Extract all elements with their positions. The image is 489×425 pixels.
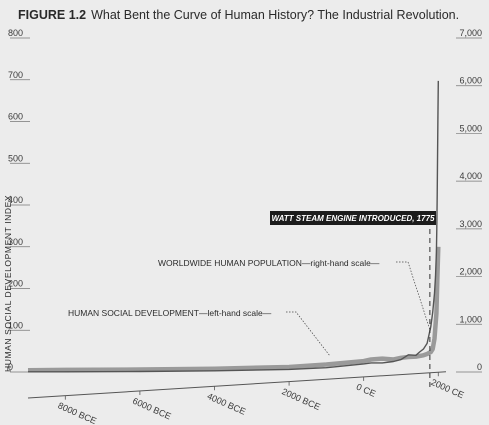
social-annotation: HUMAN SOCIAL DEVELOPMENT—left-hand scale… [68,308,272,318]
series-group [27,80,441,373]
y-right-tick-label: 7,000 [459,28,482,38]
y-right-tick-label: 0 [477,362,482,372]
series-population-line [28,80,439,373]
social-leader-line [286,311,331,357]
watt-callout-text: WATT STEAM ENGINE INTRODUCED, 1775 [272,214,436,223]
x-tick-label: 0 CE [355,382,377,399]
x-tick-label: 2000 BCE [280,386,322,412]
y-right-tick-label: 2,000 [459,267,482,277]
y-left-tick-label: 600 [8,112,23,122]
figure-title: What Bent the Curve of Human History? Th… [91,8,460,22]
y-right-tick-label: 4,000 [459,171,482,181]
y-right-tick-label: 3,000 [459,219,482,229]
y-left-tick-label: 700 [8,70,23,80]
y-right-tick-label: 6,000 [459,76,482,86]
population-leader-line [396,261,431,331]
chart-title: FIGURE 1.2 What Bent the Curve of Human H… [18,8,478,22]
y-left-tick-label: 800 [8,28,23,38]
x-tick-label: 2000 CE [429,377,465,400]
population-annotation: WORLDWIDE HUMAN POPULATION—right-hand sc… [158,258,380,268]
x-axis-baseline [27,371,447,399]
x-tick-label: 6000 BCE [131,396,173,422]
annotation-group: WATT STEAM ENGINE INTRODUCED, 1775 WORLDW… [68,211,436,391]
series-social-development-line [27,246,441,373]
x-tick-label: 8000 BCE [56,400,98,425]
y-left-tick-label: 200 [8,279,23,289]
y-left-tick-label: 300 [8,237,23,247]
y-left-tick-label: 0 [8,362,13,372]
y-left-tick-label: 500 [8,153,23,163]
watt-callout-box [270,211,436,225]
y-right-tick-label: 1,000 [459,314,482,324]
y-left-tick-label: 100 [8,320,23,330]
x-tick-label: 4000 BCE [206,391,248,417]
y-left-tick-label: 400 [8,195,23,205]
figure-label: FIGURE 1.2 [18,8,87,22]
axes-group: 0 100 200 300 400 500 600 700 800 0 1,000 2,000 3,00… [3,28,482,425]
y-right-tick-label: 5,000 [459,123,482,133]
y-axis-title: HUMAN SOCIAL DEVELOPMENT INDEX [3,195,13,372]
